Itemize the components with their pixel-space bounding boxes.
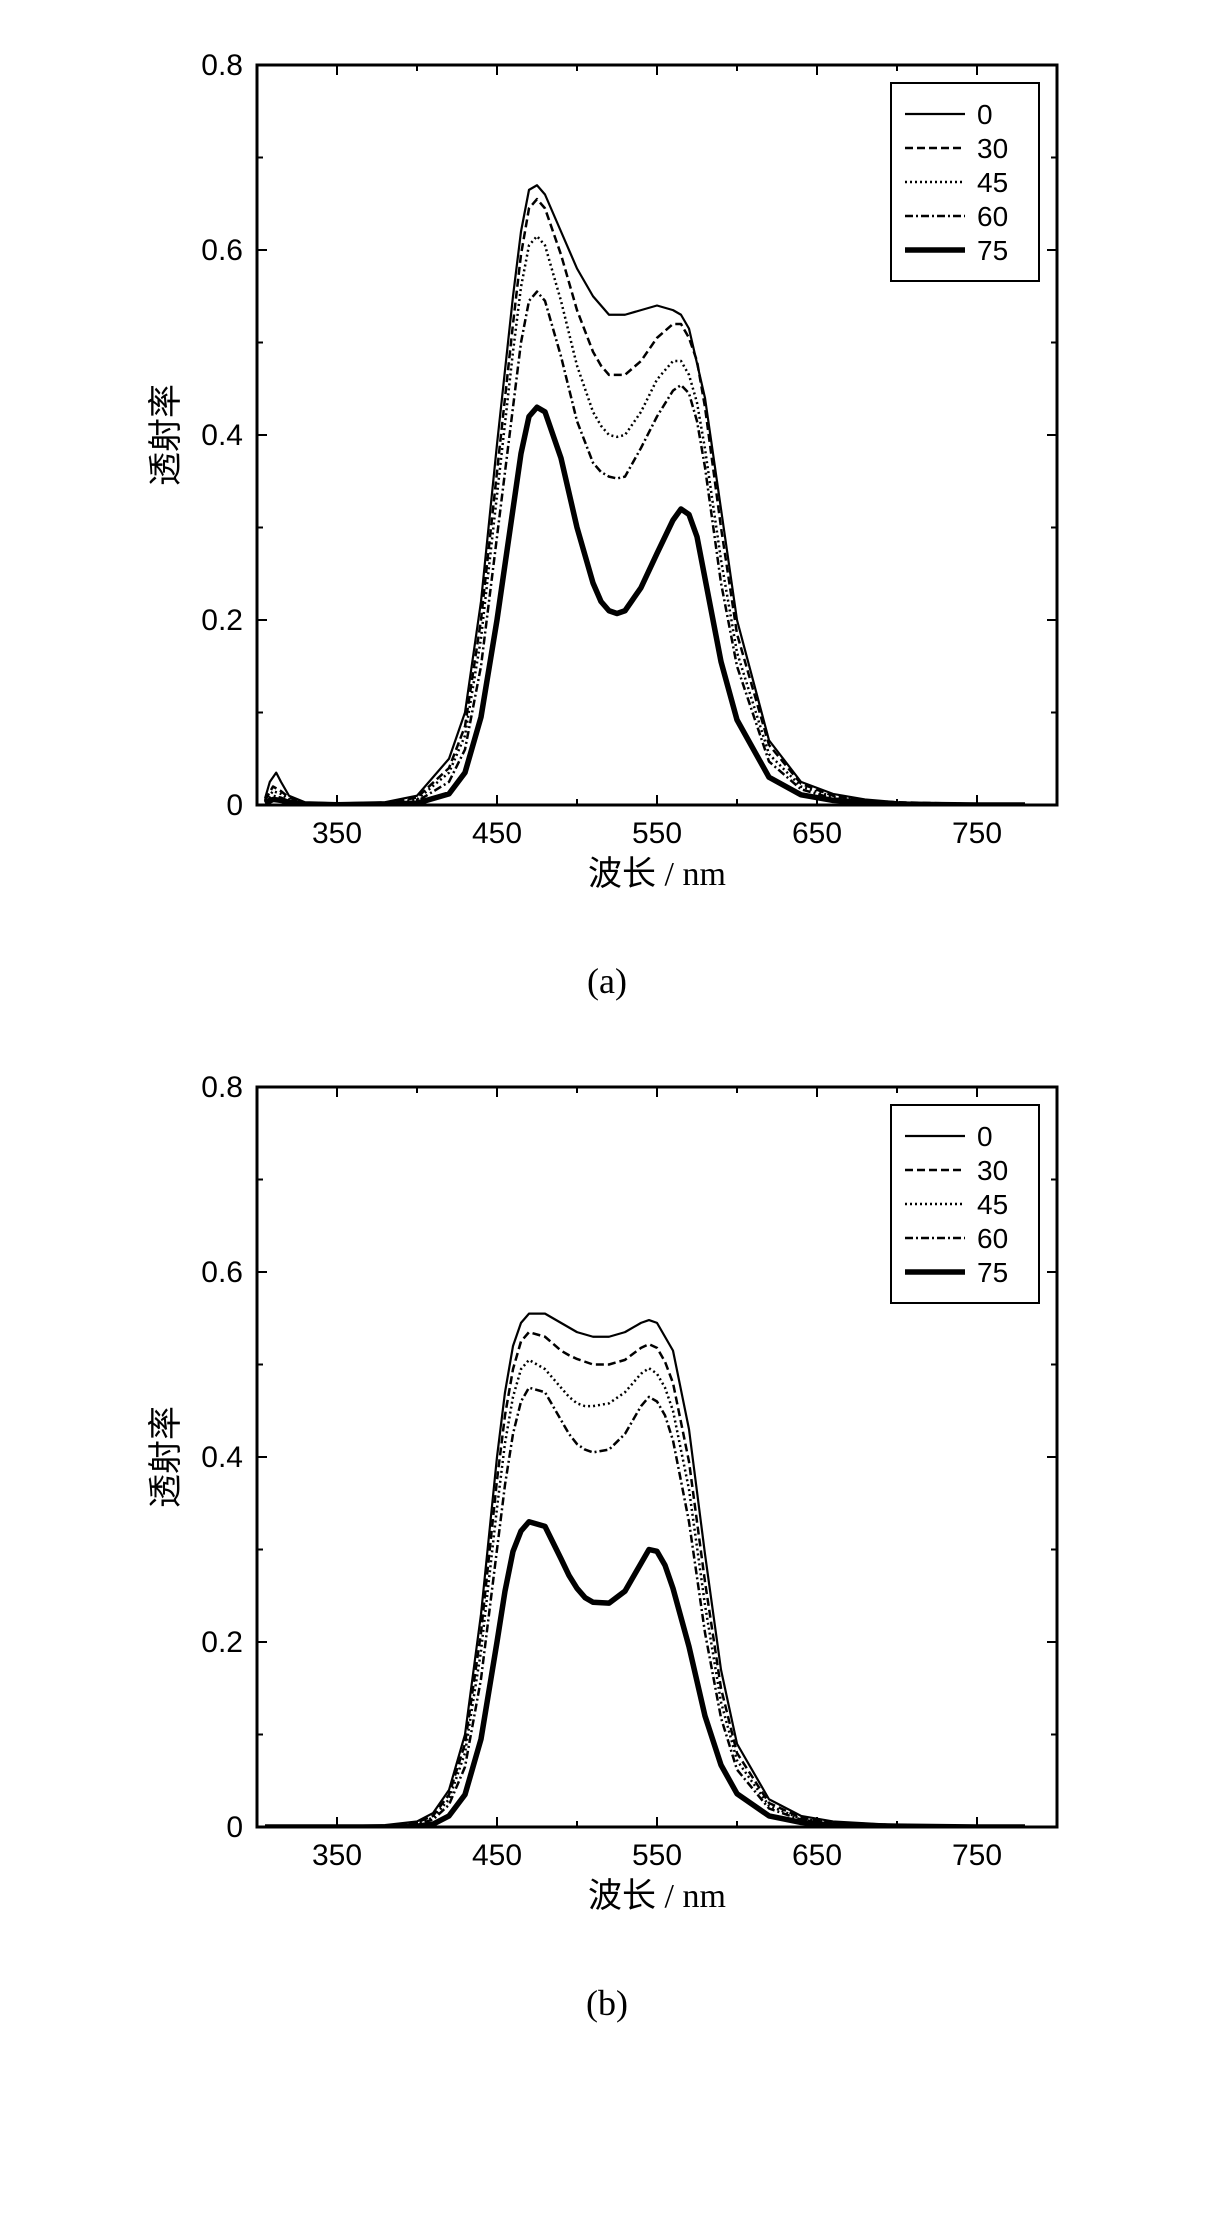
legend-label: 0 xyxy=(977,99,993,130)
ytick-label: 0.6 xyxy=(201,1256,243,1289)
chart-block-b: 35045055065075000.20.40.60.8波长 / nm透射率03… xyxy=(127,1062,1087,2024)
chart-a-svg: 35045055065075000.20.40.60.8波长 / nm透射率03… xyxy=(127,40,1087,920)
chart-block-a: 35045055065075000.20.40.60.8波长 / nm透射率03… xyxy=(127,40,1087,1002)
legend-label: 30 xyxy=(977,133,1008,164)
legend-label: 45 xyxy=(977,1189,1008,1220)
ytick-label: 0.4 xyxy=(201,1441,243,1474)
xtick-label: 650 xyxy=(792,1839,842,1872)
xtick-label: 550 xyxy=(632,817,682,850)
ytick-label: 0.2 xyxy=(201,1626,243,1659)
figure-container: 35045055065075000.20.40.60.8波长 / nm透射率03… xyxy=(0,40,1214,2024)
xtick-label: 350 xyxy=(312,817,362,850)
x-axis-label: 波长 / nm xyxy=(588,1877,726,1915)
legend-label: 75 xyxy=(977,235,1008,266)
legend-label: 30 xyxy=(977,1155,1008,1186)
xtick-label: 450 xyxy=(472,1839,522,1872)
chart-b-svg: 35045055065075000.20.40.60.8波长 / nm透射率03… xyxy=(127,1062,1087,1942)
legend-label: 75 xyxy=(977,1257,1008,1288)
sublabel-b: (b) xyxy=(586,1982,628,2024)
sublabel-a: (a) xyxy=(587,960,627,1002)
xtick-label: 650 xyxy=(792,817,842,850)
ytick-label: 0 xyxy=(226,789,243,822)
chart-a: 35045055065075000.20.40.60.8波长 / nm透射率03… xyxy=(127,40,1087,920)
legend-label: 60 xyxy=(977,1223,1008,1254)
y-axis-label: 透射率 xyxy=(147,1406,185,1508)
legend-label: 45 xyxy=(977,167,1008,198)
ytick-label: 0 xyxy=(226,1811,243,1844)
ytick-label: 0.8 xyxy=(201,49,243,82)
ytick-label: 0.2 xyxy=(201,604,243,637)
ytick-label: 0.8 xyxy=(201,1071,243,1104)
xtick-label: 750 xyxy=(952,817,1002,850)
chart-b: 35045055065075000.20.40.60.8波长 / nm透射率03… xyxy=(127,1062,1087,1942)
x-axis-label: 波长 / nm xyxy=(588,855,726,893)
y-axis-label: 透射率 xyxy=(147,384,185,486)
xtick-label: 450 xyxy=(472,817,522,850)
ytick-label: 0.6 xyxy=(201,234,243,267)
ytick-label: 0.4 xyxy=(201,419,243,452)
xtick-label: 750 xyxy=(952,1839,1002,1872)
xtick-label: 350 xyxy=(312,1839,362,1872)
xtick-label: 550 xyxy=(632,1839,682,1872)
legend-label: 60 xyxy=(977,201,1008,232)
legend-label: 0 xyxy=(977,1121,993,1152)
